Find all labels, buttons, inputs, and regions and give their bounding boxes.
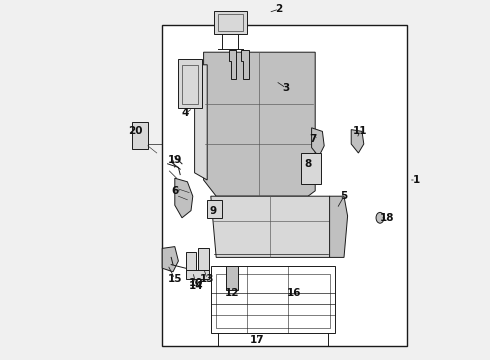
Text: 6: 6 — [171, 186, 178, 196]
Polygon shape — [330, 196, 347, 257]
Text: 9: 9 — [209, 206, 216, 216]
Text: 5: 5 — [341, 191, 347, 201]
Text: 7: 7 — [310, 134, 317, 144]
Text: 4: 4 — [182, 108, 189, 118]
Bar — [132, 122, 148, 149]
Polygon shape — [312, 128, 324, 157]
Bar — [218, 14, 243, 31]
Text: 11: 11 — [353, 126, 368, 136]
Bar — [207, 200, 221, 218]
Bar — [186, 252, 196, 272]
Polygon shape — [195, 65, 207, 180]
Ellipse shape — [376, 212, 384, 223]
Text: 8: 8 — [304, 159, 312, 169]
Polygon shape — [204, 52, 315, 196]
Bar — [162, 25, 407, 346]
Polygon shape — [175, 178, 193, 218]
Bar — [301, 153, 320, 184]
Text: 13: 13 — [200, 274, 215, 284]
Bar — [226, 266, 238, 290]
Text: 17: 17 — [250, 335, 265, 345]
Text: 1: 1 — [413, 175, 419, 185]
Text: 10: 10 — [189, 278, 204, 288]
Bar — [216, 274, 330, 328]
Bar — [198, 248, 209, 272]
Bar — [182, 65, 198, 104]
Text: 19: 19 — [168, 155, 182, 165]
Polygon shape — [162, 247, 178, 272]
Polygon shape — [351, 130, 364, 153]
Text: 16: 16 — [286, 288, 301, 298]
Text: 3: 3 — [283, 83, 290, 93]
Bar — [186, 270, 209, 279]
Bar — [215, 11, 247, 34]
Bar — [178, 59, 202, 108]
Text: 18: 18 — [380, 213, 394, 223]
Polygon shape — [211, 196, 337, 257]
Polygon shape — [229, 50, 236, 79]
Polygon shape — [242, 50, 248, 79]
Text: 12: 12 — [225, 288, 240, 298]
Text: 14: 14 — [189, 281, 204, 291]
Bar — [211, 266, 335, 333]
Text: 20: 20 — [128, 126, 143, 136]
Text: 2: 2 — [275, 4, 283, 14]
Text: 15: 15 — [168, 274, 182, 284]
